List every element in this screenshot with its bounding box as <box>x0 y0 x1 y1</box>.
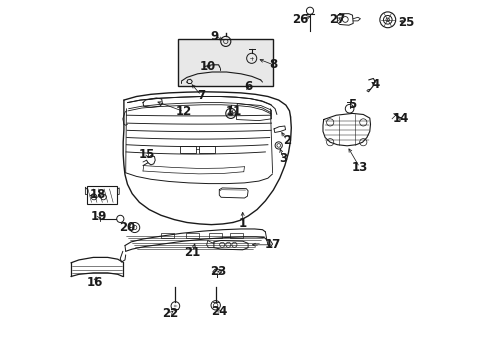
Circle shape <box>117 215 123 222</box>
Text: 21: 21 <box>184 246 200 258</box>
Text: 15: 15 <box>139 148 155 161</box>
Text: 6: 6 <box>244 80 252 93</box>
Text: 17: 17 <box>264 238 281 251</box>
Text: 10: 10 <box>199 60 216 73</box>
Text: 20: 20 <box>119 221 135 234</box>
Text: 27: 27 <box>328 13 345 26</box>
Text: 13: 13 <box>351 161 367 174</box>
Text: 19: 19 <box>90 210 107 222</box>
Text: 4: 4 <box>371 78 379 91</box>
Text: 1: 1 <box>238 217 246 230</box>
Text: 12: 12 <box>176 105 192 118</box>
Text: 3: 3 <box>279 152 287 165</box>
Text: 18: 18 <box>89 188 105 201</box>
Text: 22: 22 <box>162 307 179 320</box>
Text: 11: 11 <box>225 105 242 118</box>
Text: 24: 24 <box>211 305 227 318</box>
Text: 8: 8 <box>268 58 277 71</box>
Text: 9: 9 <box>210 30 219 42</box>
Text: 5: 5 <box>347 98 356 111</box>
Circle shape <box>306 7 313 14</box>
Text: 7: 7 <box>197 89 205 102</box>
Text: 16: 16 <box>87 276 103 289</box>
Text: 25: 25 <box>398 16 414 29</box>
Text: 2: 2 <box>283 134 290 147</box>
Text: 14: 14 <box>392 112 408 125</box>
Text: 23: 23 <box>210 265 226 278</box>
FancyBboxPatch shape <box>178 39 273 86</box>
Text: 26: 26 <box>291 13 308 26</box>
